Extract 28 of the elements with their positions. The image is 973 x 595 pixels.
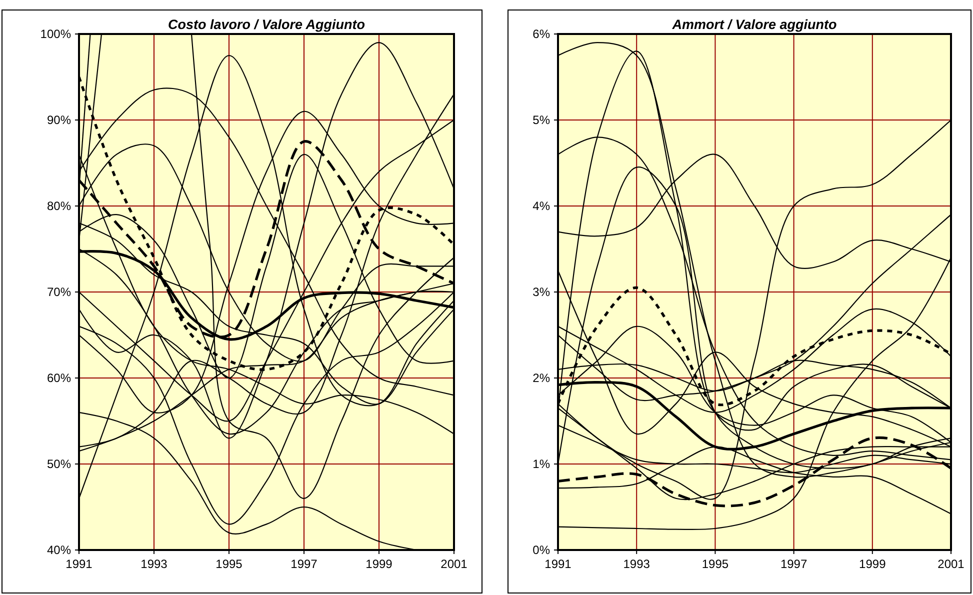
x-tick-label: 2001	[938, 557, 965, 571]
y-tick-label: 80%	[46, 199, 72, 213]
x-tick-label: 1993	[140, 557, 168, 571]
x-tick-label: 1997	[780, 557, 808, 571]
x-tick-label: 1993	[623, 557, 650, 571]
y-tick-label: 60%	[46, 371, 72, 385]
chart-title: Costo lavoro / Valore Aggiunto	[168, 17, 366, 32]
chart-title: Ammort / Valore aggiunto	[671, 17, 837, 32]
y-tick-label: 50%	[46, 457, 72, 471]
x-tick-label: 1997	[290, 557, 318, 571]
x-tick-label: 1999	[859, 557, 886, 571]
y-tick-label: 5%	[532, 113, 550, 127]
x-tick-label: 1995	[702, 557, 729, 571]
y-tick-label: 6%	[532, 27, 550, 41]
x-tick-label: 2001	[440, 557, 468, 571]
y-tick-label: 100%	[40, 27, 72, 41]
y-tick-label: 70%	[46, 285, 72, 299]
y-tick-label: 40%	[46, 543, 72, 557]
y-tick-label: 2%	[532, 371, 550, 385]
x-tick-label: 1991	[544, 557, 572, 571]
y-tick-label: 0%	[532, 543, 550, 557]
x-tick-label: 1995	[216, 557, 243, 571]
x-tick-label: 1991	[66, 557, 93, 571]
y-tick-label: 90%	[46, 113, 72, 127]
y-tick-label: 3%	[532, 285, 550, 299]
y-tick-label: 4%	[532, 199, 550, 213]
x-tick-label: 1999	[366, 557, 393, 571]
y-tick-label: 1%	[532, 457, 550, 471]
